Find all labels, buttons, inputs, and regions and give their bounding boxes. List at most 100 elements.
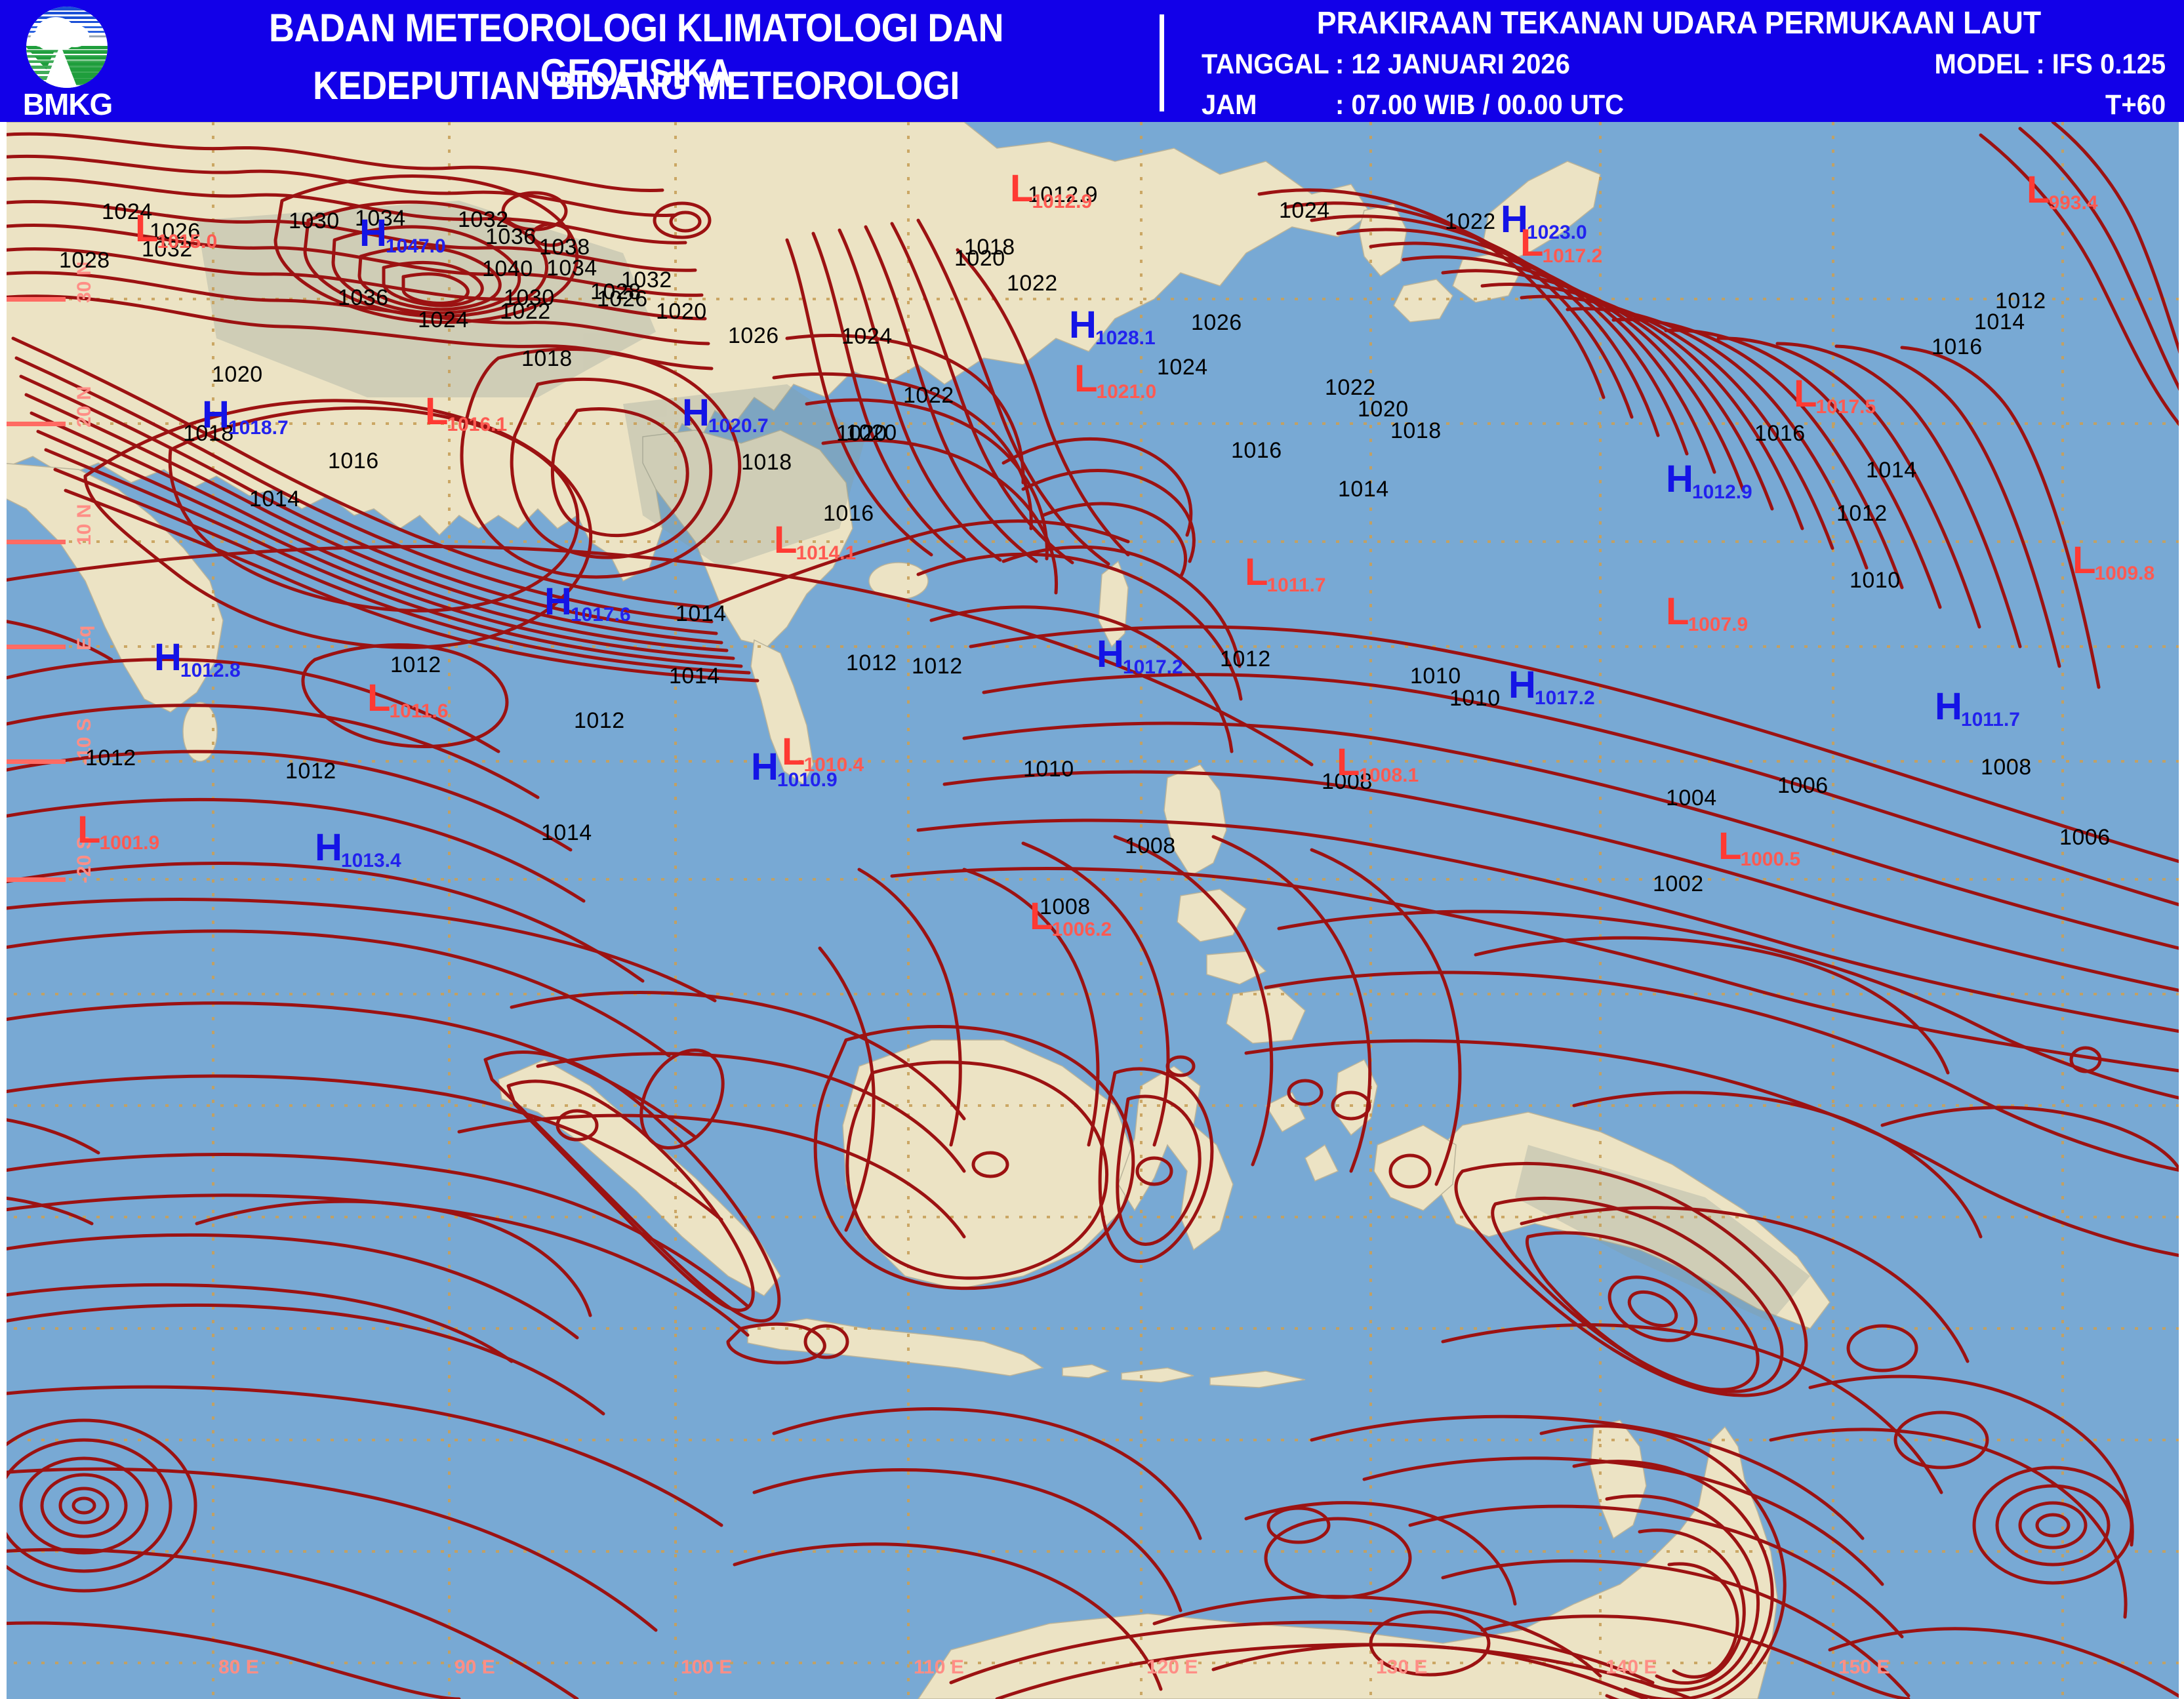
time-value: : 07.00 WIB / 00.00 UTC	[1335, 89, 1625, 121]
contour-label: 1016	[328, 449, 379, 473]
pressure-center-symbol: L	[1666, 590, 1689, 633]
latitude-label: 10 N	[73, 504, 95, 546]
contour-label: 1008	[1125, 833, 1176, 858]
pressure-center-symbol: L	[135, 207, 159, 250]
pressure-center-value: 1007.9	[1688, 614, 1749, 635]
contour-label: 1028	[59, 248, 110, 273]
contour-label: 1026	[597, 287, 648, 311]
pressure-center-value: 993.4	[2048, 192, 2098, 214]
pressure-center-symbol: H	[154, 636, 182, 679]
high-pressure-center: H1017.2	[1508, 666, 1596, 710]
pressure-center-value: 1015.0	[157, 231, 218, 252]
contour-label: 1012	[1836, 501, 1888, 526]
contour-label: 1006	[1777, 773, 1829, 798]
contour-label: 1026	[150, 219, 201, 244]
longitude-label: 130 E	[1376, 1656, 1428, 1678]
pressure-center-value: 1011.7	[1960, 709, 2020, 730]
model-value: MODEL : IFS 0.125	[1934, 49, 2166, 80]
pressure-center-symbol: L	[367, 677, 391, 719]
contour-label: 1016	[823, 501, 874, 526]
contour-label: 1014	[249, 487, 300, 511]
contour-label: 1020	[212, 362, 263, 387]
contour-label: 1020	[1358, 397, 1409, 422]
latitude-tick	[7, 759, 66, 764]
contour-label: 1008	[1981, 755, 2032, 780]
latitude-tick	[7, 645, 66, 649]
low-pressure-center: L1011.6	[367, 679, 450, 723]
pressure-center-symbol: H	[359, 212, 387, 254]
contour-label: 1004	[1666, 786, 1717, 810]
pressure-center-value: 1008.1	[1358, 765, 1419, 786]
longitude-label: 100 E	[681, 1656, 733, 1678]
pressure-center-value: 1011.7	[1266, 574, 1326, 596]
low-pressure-center: L1010.4	[782, 733, 865, 776]
pressure-center-symbol: L	[1010, 167, 1034, 210]
high-pressure-center: H1010.9	[751, 748, 839, 791]
low-pressure-center: L1016.1	[425, 393, 508, 436]
pressure-center-symbol: H	[1097, 633, 1124, 675]
contour-label: 1014	[1338, 477, 1389, 502]
low-pressure-center: L1007.9	[1666, 593, 1749, 636]
contour-label: 1018	[1390, 418, 1442, 443]
contour-label: 1034	[546, 256, 597, 281]
latitude-label: Eq	[73, 625, 95, 650]
bmkg-logo: BMKG	[12, 3, 123, 119]
pressure-center-symbol: L	[1337, 741, 1360, 784]
contour-label: 1014	[669, 664, 720, 689]
page-header: BMKG BADAN METEOROLOGI KLIMATOLOGI DAN G…	[0, 0, 2184, 122]
pressure-center-value: 1012.9	[1691, 481, 1752, 503]
leadtime-value: T+60	[2105, 89, 2166, 121]
low-pressure-center: L1012.9	[1010, 170, 1093, 213]
pressure-center-value: 1023.0	[1526, 222, 1587, 243]
contour-label: 1040	[482, 256, 533, 281]
pressure-center-value: 1001.9	[99, 832, 160, 854]
pressure-center-symbol: L	[1030, 895, 1053, 938]
pressure-center-symbol: L	[425, 390, 449, 433]
pressure-center-value: 1017.2	[1542, 245, 1603, 267]
pressure-center-value: 1018.7	[228, 417, 289, 439]
contour-label: 1018	[521, 346, 573, 371]
pressure-center-symbol: H	[544, 580, 572, 623]
contour-label: 1020	[846, 420, 897, 445]
pressure-center-symbol: H	[682, 391, 710, 434]
contour-label: 1012	[574, 708, 625, 733]
pressure-center-symbol: L	[1245, 551, 1268, 593]
header-divider	[1160, 14, 1164, 111]
pressure-center-value: 1012.9	[1032, 191, 1093, 212]
low-pressure-center: L1017.2	[1520, 224, 1604, 268]
contour-label: 1016	[1931, 334, 1983, 359]
contour-label: 1010	[1023, 757, 1074, 782]
contour-label: 1012	[390, 652, 441, 677]
pressure-center-symbol: H	[1501, 198, 1528, 241]
low-pressure-center: L1015.0	[135, 210, 218, 253]
high-pressure-center: H1017.6	[544, 583, 632, 626]
contour-label: 1026	[728, 323, 779, 348]
longitude-label: 120 E	[1146, 1656, 1198, 1678]
bmkg-globe-icon	[26, 7, 108, 88]
bmkg-logo-text: BMKG	[22, 87, 113, 121]
high-pressure-center: H1013.4	[315, 829, 403, 872]
pressure-center-value: 1020.7	[708, 415, 769, 437]
pressure-center-symbol: L	[1074, 357, 1098, 400]
low-pressure-center: L1008.1	[1337, 744, 1420, 787]
high-pressure-center: H1028.1	[1069, 306, 1157, 350]
pressure-center-value: 1047.0	[385, 235, 446, 257]
contour-label: 1030	[504, 285, 555, 310]
contour-label: 1014	[541, 820, 592, 845]
low-pressure-center: L1021.0	[1074, 360, 1158, 403]
agency-title-block: BADAN METEOROLOGI KLIMATOLOGI DAN GEOFIS…	[125, 0, 1148, 122]
pressure-center-value: 1017.5	[1815, 396, 1876, 418]
contour-label: 1024	[418, 308, 469, 332]
synoptic-map[interactable]: 1024 1026 1032 1028 1030 1034 1032 1036 1038 1040…	[0, 122, 2184, 1699]
latitude-label: 20 N	[73, 386, 95, 428]
contour-label: 1014	[676, 601, 727, 626]
contour-label: 1012	[1220, 647, 1271, 671]
pressure-center-value: 1013.4	[340, 850, 401, 871]
contour-label: 1024	[1279, 198, 1330, 223]
contour-label: 1012	[912, 654, 963, 679]
date-model-row: TANGGAL : 12 JANUARI 2026 MODEL : IFS 0.…	[1181, 49, 2177, 85]
contour-label: 1030	[289, 209, 340, 233]
pressure-center-value: 1028.1	[1095, 327, 1156, 349]
pressure-center-value: 1021.0	[1096, 381, 1157, 403]
longitude-label: 140 E	[1606, 1656, 1657, 1678]
